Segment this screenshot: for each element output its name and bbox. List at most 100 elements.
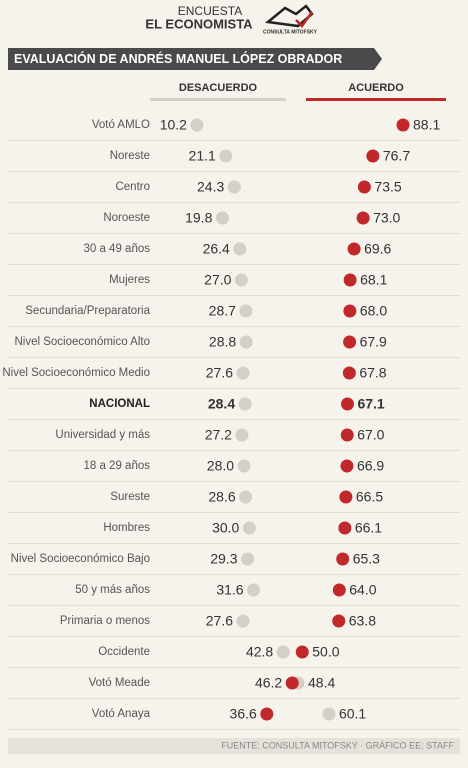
dot (215, 211, 229, 225)
dot (396, 118, 410, 132)
logo: CONSULTA MITOFSKY (263, 4, 318, 35)
category-label: Sureste (110, 491, 150, 503)
category-label: Centro (115, 181, 150, 193)
category-label: Nivel Socioeconómico Bajo (11, 553, 150, 565)
dot (285, 676, 299, 690)
value-label: 68.1 (360, 272, 387, 288)
dot (219, 149, 233, 163)
category-label: Universidad y más (55, 429, 150, 441)
value-label: 28.7 (209, 303, 236, 319)
dot (239, 335, 253, 349)
dot (332, 583, 346, 597)
value-label: 42.8 (246, 644, 273, 660)
value-label: 28.8 (209, 334, 236, 350)
legend-line (150, 98, 286, 101)
value-label: 28.6 (208, 489, 235, 505)
value-label: 28.0 (207, 458, 234, 474)
dot (236, 366, 250, 380)
dot (336, 552, 350, 566)
value-label: 30.0 (212, 520, 239, 536)
value-label: 29.3 (210, 551, 237, 567)
dot (237, 459, 251, 473)
value-label: 27.0 (204, 272, 231, 288)
value-label: 48.4 (308, 675, 335, 691)
category-label: Occidente (98, 646, 150, 658)
value-label: 60.1 (339, 706, 366, 722)
category-label: Nivel Socioeconómico Alto (14, 336, 150, 348)
dot (357, 180, 371, 194)
dot (239, 304, 253, 318)
value-label: 66.9 (357, 458, 384, 474)
dot (332, 614, 346, 628)
category-label: 50 y más años (75, 584, 150, 596)
legend-line (306, 98, 446, 101)
value-label: 67.0 (357, 427, 384, 443)
category-label: Noreste (110, 150, 150, 162)
dot (227, 180, 241, 194)
value-label: 76.7 (383, 148, 410, 164)
dot (366, 149, 380, 163)
brand: EL ECONOMISTA (145, 16, 253, 31)
dot (343, 335, 357, 349)
dot (340, 397, 354, 411)
source: FUENTE: CONSULTA MITOFSKY · GRÁFICO EE: … (221, 740, 454, 750)
logo-text: CONSULTA MITOFSKY (263, 29, 318, 35)
dot (342, 366, 356, 380)
value-label: 63.8 (349, 613, 376, 629)
value-label: 27.2 (205, 427, 232, 443)
dot (347, 242, 361, 256)
value-label: 88.1 (413, 117, 440, 133)
category-label: Nivel Socioeconómico Medio (2, 367, 150, 379)
legend-label: DESACUERDO (179, 82, 258, 94)
dot (338, 521, 352, 535)
dot (235, 428, 249, 442)
value-label: 28.4 (208, 396, 235, 412)
category-label: Hombres (103, 522, 150, 534)
category-label: NACIONAL (89, 398, 150, 410)
value-label: 26.4 (203, 241, 230, 257)
dot (242, 521, 256, 535)
dot (239, 490, 253, 504)
dot (234, 273, 248, 287)
value-label: 46.2 (255, 675, 282, 691)
value-label: 36.6 (230, 706, 257, 722)
value-label: 27.6 (206, 365, 233, 381)
value-label: 66.5 (356, 489, 383, 505)
legend-label: ACUERDO (348, 82, 404, 94)
value-label: 27.6 (206, 613, 233, 629)
dot (240, 552, 254, 566)
category-label: Votó Anaya (92, 708, 151, 720)
dot (343, 304, 357, 318)
dot (340, 428, 354, 442)
value-label: 69.6 (364, 241, 391, 257)
dot (260, 707, 274, 721)
dot (343, 273, 357, 287)
dot (236, 614, 250, 628)
dot (238, 397, 252, 411)
category-label: 30 a 49 años (83, 243, 150, 255)
category-label: Votó Meade (89, 677, 150, 689)
dot (276, 645, 290, 659)
dot (190, 118, 204, 132)
value-label: 21.1 (189, 148, 216, 164)
category-label: 18 a 29 años (83, 460, 150, 472)
dot (233, 242, 247, 256)
value-label: 73.5 (374, 179, 401, 195)
dot (339, 490, 353, 504)
value-label: 19.8 (185, 210, 212, 226)
value-label: 65.3 (353, 551, 380, 567)
dot (247, 583, 261, 597)
value-label: 73.0 (373, 210, 400, 226)
value-label: 50.0 (312, 644, 339, 660)
category-label: Primaria o menos (60, 615, 150, 627)
value-label: 31.6 (216, 582, 243, 598)
dot (295, 645, 309, 659)
kicker: ENCUESTA (178, 4, 242, 18)
value-label: 64.0 (349, 582, 376, 598)
value-label: 68.0 (360, 303, 387, 319)
category-label: Noroeste (103, 212, 150, 224)
value-label: 66.1 (355, 520, 382, 536)
dot (322, 707, 336, 721)
